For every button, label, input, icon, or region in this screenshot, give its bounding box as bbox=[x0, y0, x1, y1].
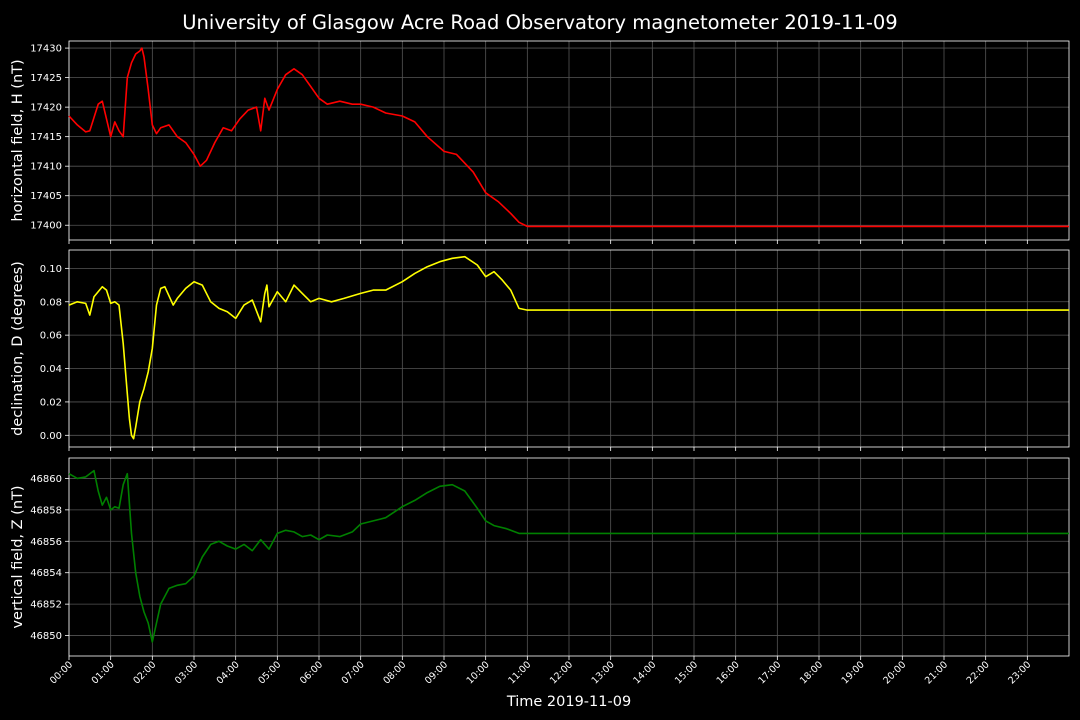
y-tick-label: 17415 bbox=[30, 132, 62, 143]
axes-frame bbox=[68, 249, 1070, 448]
axes-frame bbox=[68, 457, 1070, 657]
series-line bbox=[68, 47, 1069, 228]
panel-1: 17400 17405 17410 17415 17420 17425 17430 horiz… bbox=[10, 40, 1070, 244]
panels: 17400 17405 17410 17415 17420 17425 17430 horiz… bbox=[10, 40, 1070, 660]
y-tick-label: 46860 bbox=[30, 474, 62, 485]
y-tick-label: 17400 bbox=[30, 221, 62, 232]
y-tick-label: 17410 bbox=[30, 162, 62, 173]
y-tick-label: 17420 bbox=[30, 103, 62, 114]
y-tick-label: 46854 bbox=[30, 568, 62, 579]
x-axis-label: Time 2019-11-09 bbox=[506, 694, 631, 710]
figure-title: University of Glasgow Acre Road Observat… bbox=[182, 11, 897, 34]
y-tick-label: 46850 bbox=[30, 631, 62, 642]
y-tick-label: 46852 bbox=[30, 600, 62, 611]
y-axis-label: vertical field, Z (nT) bbox=[10, 485, 26, 628]
y-tick-label: 17425 bbox=[30, 73, 62, 84]
y-tick-label: 46858 bbox=[30, 505, 62, 516]
panel-3: 46850 46852 46854 46856 46858 46860 vertical f… bbox=[10, 457, 1070, 660]
axes-frame bbox=[68, 40, 1070, 241]
y-tick-label: 0.02 bbox=[40, 397, 62, 408]
y-tick-label: 0.08 bbox=[40, 297, 62, 308]
series-line bbox=[68, 255, 1069, 440]
y-axis-label: horizontal field, H (nT) bbox=[10, 59, 26, 221]
y-tick-label: 0.00 bbox=[40, 431, 62, 442]
y-tick-label: 0.06 bbox=[40, 331, 62, 342]
y-tick-label: 17430 bbox=[30, 44, 62, 55]
y-tick-label: 0.10 bbox=[40, 264, 62, 275]
y-tick-label: 46856 bbox=[30, 537, 62, 548]
series-line bbox=[68, 469, 1069, 643]
panel-2: 0.00 0.02 0.04 0.06 0.08 0.10 declination, D (… bbox=[10, 249, 1070, 451]
y-tick-label: 17405 bbox=[30, 191, 62, 202]
y-axis-label: declination, D (degrees) bbox=[10, 261, 26, 436]
y-tick-label: 0.04 bbox=[40, 364, 62, 375]
